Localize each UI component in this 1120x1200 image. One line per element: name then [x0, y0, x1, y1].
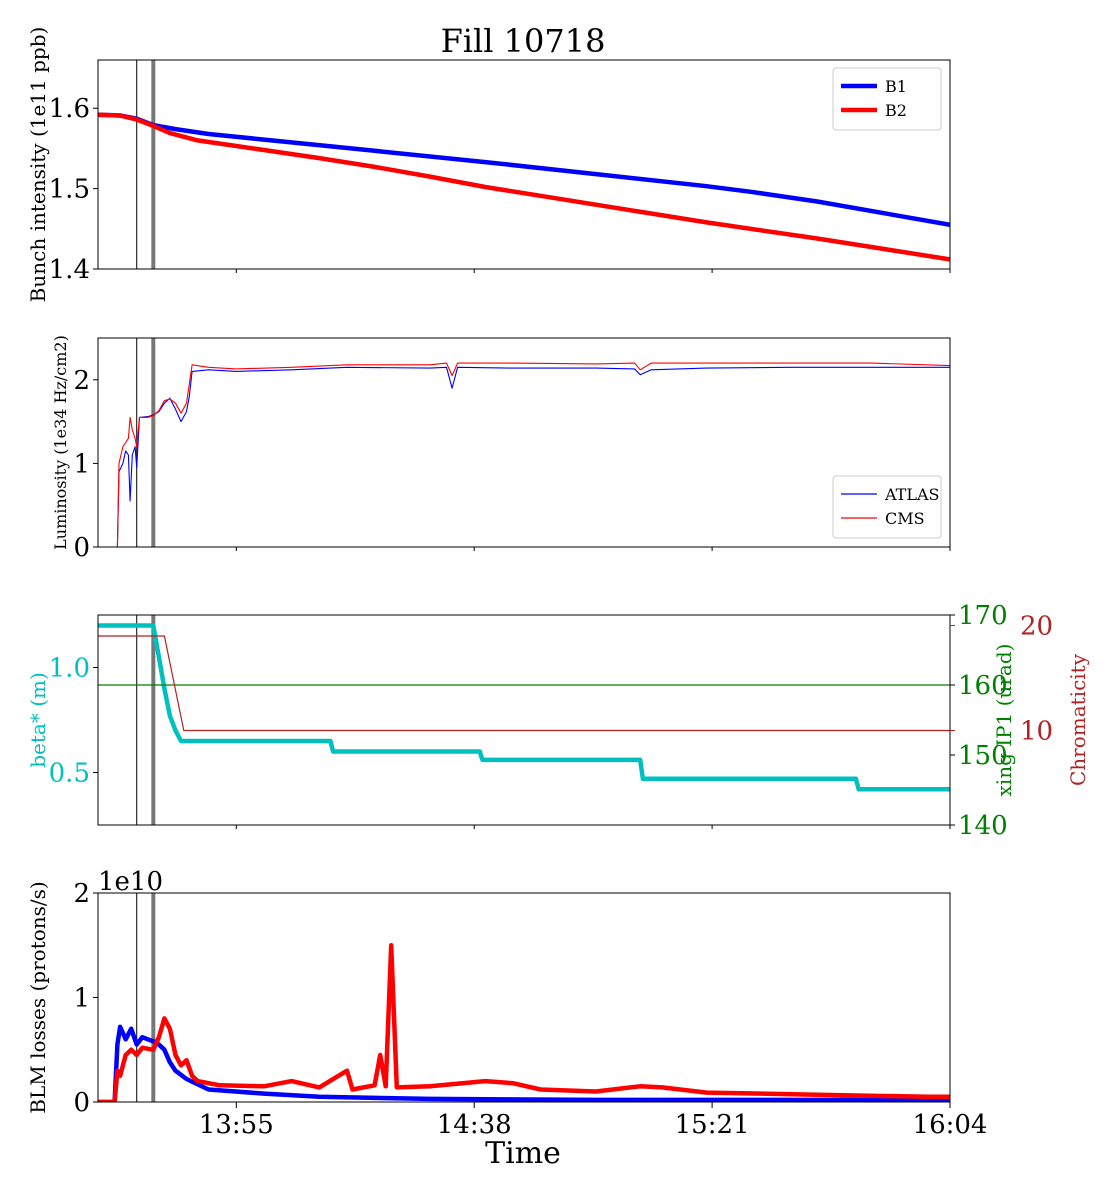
- series-line-atlas: [98, 366, 950, 547]
- y3-tick-label: 20: [1020, 612, 1053, 642]
- y-tick-label: 1.6: [49, 94, 90, 124]
- y-tick-label: 1.0: [49, 654, 90, 684]
- y-axis-label: beta* (m): [26, 672, 50, 768]
- legend-label: B1: [885, 77, 907, 96]
- y-scale-label: 1e10: [98, 867, 163, 897]
- series-line-b1: [98, 1024, 950, 1102]
- series-line-chromaticity: [98, 635, 950, 732]
- series-line-b1: [98, 112, 950, 228]
- y3-axis-label: Chromaticity: [1066, 653, 1090, 786]
- y2-tick-label: 170: [958, 601, 1008, 631]
- y2-tick-label: 140: [958, 811, 1008, 841]
- plot-area: [98, 893, 950, 1102]
- y-axis-label: Luminosity (1e34 Hz/cm2): [51, 335, 70, 550]
- series-line-b2: [98, 112, 950, 262]
- y-tick-label: 1.5: [49, 175, 90, 205]
- legend-label: CMS: [885, 509, 925, 528]
- y3-tick-label: 10: [1020, 717, 1053, 747]
- x-tick-label: 14:38: [437, 1110, 512, 1140]
- legend-box: [832, 67, 942, 131]
- x-tick-label: 15:21: [675, 1110, 750, 1140]
- legend-label: ATLAS: [884, 485, 940, 504]
- y2-tick-label: 160: [958, 671, 1008, 701]
- y2-tick-label: 150: [958, 741, 1008, 771]
- legend-box: [832, 475, 942, 539]
- plot-area: [98, 615, 950, 825]
- y-tick-label: 0.5: [49, 759, 90, 789]
- plot-area: [98, 60, 950, 269]
- legend-label: B2: [885, 101, 907, 120]
- y-axis-label: Bunch intensity (1e11 ppb): [26, 27, 50, 303]
- y-tick-label: 1.4: [49, 255, 90, 285]
- plot-area: [98, 338, 950, 547]
- legend: ATLAS CMS: [832, 475, 942, 539]
- y-tick-label: 0: [73, 1088, 90, 1118]
- axes-frame: [97, 892, 951, 1103]
- y-tick-label: 0: [73, 533, 90, 563]
- x-axis-label: Time: [485, 1136, 561, 1171]
- series-line-b2: [98, 943, 950, 1102]
- panel-blm: 0 1 2 BLM losses (protons/s) 13:55 14:38 15:21…: [26, 867, 987, 1140]
- axes-frame: [97, 337, 951, 548]
- x-tick-label: 13:55: [199, 1110, 274, 1140]
- y2-axis-label: xing IP1 (urad): [992, 644, 1016, 797]
- axes-frame: [97, 59, 951, 270]
- y-tick-label: 2: [73, 879, 90, 909]
- y-tick-label: 1: [73, 449, 90, 479]
- axes-frame: [97, 614, 951, 826]
- figure-title: Fill 10718: [441, 22, 606, 60]
- y-tick-label: 1: [73, 984, 90, 1014]
- x-tick-label: 16:04: [913, 1110, 988, 1140]
- y-tick-label: 2: [73, 366, 90, 396]
- series-line-beta-: [98, 623, 950, 792]
- y-axis-label: BLM losses (protons/s): [26, 881, 50, 1113]
- series-line-cms: [98, 362, 950, 547]
